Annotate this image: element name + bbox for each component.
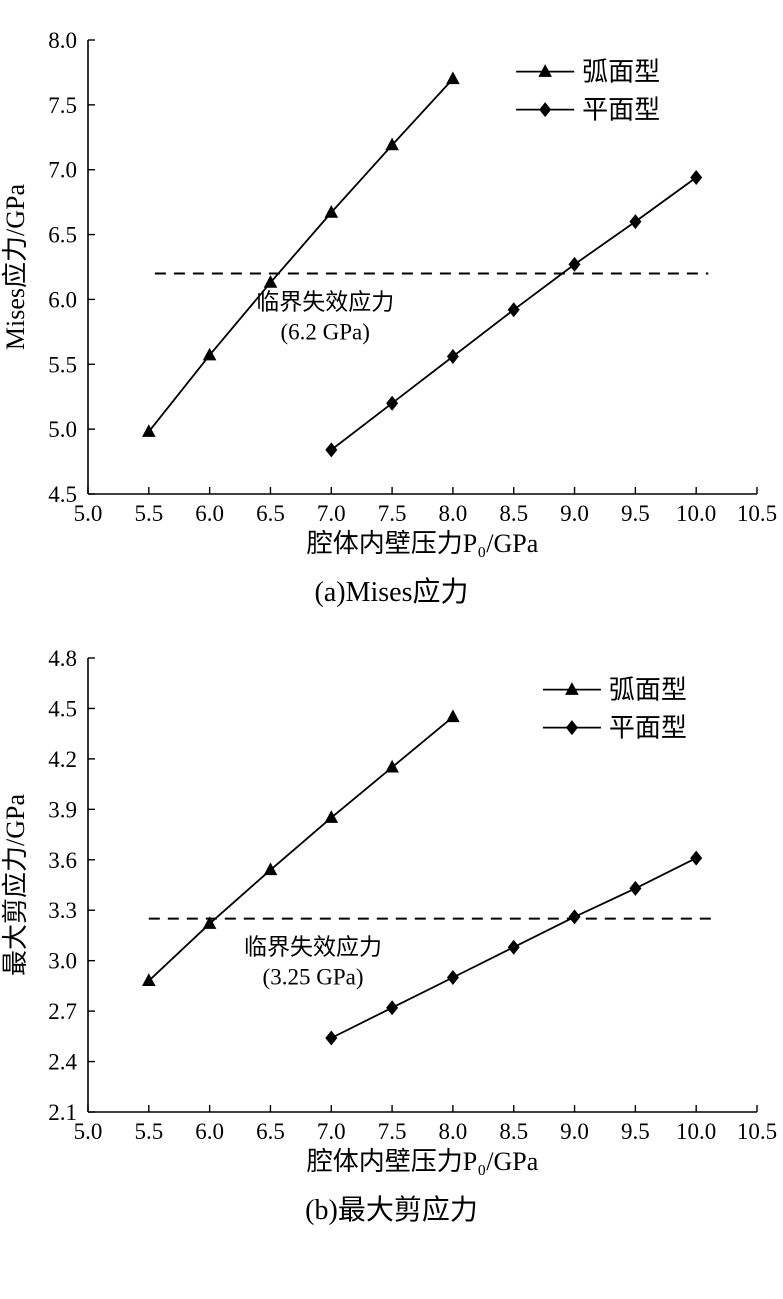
svg-text:5.5: 5.5 — [48, 352, 77, 377]
chart-b-caption: (b)最大剪应力 — [305, 1195, 478, 1226]
svg-text:9.5: 9.5 — [621, 501, 650, 526]
svg-text:6.0: 6.0 — [48, 287, 77, 312]
svg-text:4.8: 4.8 — [48, 646, 77, 671]
svg-text:Mises应力/GPa: Mises应力/GPa — [1, 183, 30, 350]
svg-text:8.5: 8.5 — [499, 1119, 528, 1144]
svg-text:3.9: 3.9 — [48, 797, 77, 822]
chart-a-canvas: 5.0 5.5 6.0 6.5 7.0 7.5 8.0 8.5 9.0 9.5 10.0 10.5 4.… — [1, 28, 777, 558]
svg-text:7.0: 7.0 — [48, 158, 77, 183]
svg-text:平面型: 平面型 — [609, 714, 687, 743]
svg-text:2.1: 2.1 — [48, 1100, 77, 1125]
svg-text:临界失效应力: 临界失效应力 — [244, 935, 382, 960]
svg-text:5.0: 5.0 — [74, 1119, 103, 1144]
svg-text:9.0: 9.0 — [560, 501, 589, 526]
svg-text:4.5: 4.5 — [48, 482, 77, 507]
svg-text:10.0: 10.0 — [676, 1119, 716, 1144]
svg-text:8.0: 8.0 — [48, 28, 77, 53]
svg-text:弧面型: 弧面型 — [582, 58, 660, 87]
svg-text:9.0: 9.0 — [560, 1119, 589, 1144]
svg-text:3.6: 3.6 — [48, 848, 77, 873]
chart-a-caption: (a)Mises应力 — [314, 577, 469, 608]
svg-text:临界失效应力: 临界失效应力 — [256, 289, 394, 314]
svg-text:10.5: 10.5 — [737, 1119, 777, 1144]
svg-text:8.0: 8.0 — [439, 501, 468, 526]
chart-b: 5.0 5.5 6.0 6.5 7.0 7.5 8.0 8.5 9.0 9.5 10.0 10.5 2.… — [0, 624, 783, 1234]
chart-a: 5.0 5.5 6.0 6.5 7.0 7.5 8.0 8.5 9.0 9.5 10.0 10.5 4.… — [0, 6, 783, 616]
svg-text:7.0: 7.0 — [317, 1119, 346, 1144]
svg-text:6.0: 6.0 — [195, 501, 224, 526]
svg-text:10.5: 10.5 — [737, 501, 777, 526]
svg-text:6.5: 6.5 — [256, 1119, 285, 1144]
svg-text:弧面型: 弧面型 — [609, 676, 687, 705]
svg-text:5.5: 5.5 — [134, 501, 163, 526]
svg-text:2.7: 2.7 — [48, 999, 77, 1024]
svg-text:5.5: 5.5 — [134, 1119, 163, 1144]
svg-text:7.5: 7.5 — [378, 501, 407, 526]
svg-text:5.0: 5.0 — [74, 501, 103, 526]
svg-text:7.5: 7.5 — [48, 93, 77, 118]
svg-text:4.2: 4.2 — [48, 747, 77, 772]
svg-text:(3.25 GPa): (3.25 GPa) — [263, 965, 364, 990]
svg-text:8.0: 8.0 — [439, 1119, 468, 1144]
svg-text:9.5: 9.5 — [621, 1119, 650, 1144]
svg-text:3.3: 3.3 — [48, 898, 77, 923]
svg-text:腔体内壁压力P₀/GPa: 腔体内壁压力P₀/GPa — [307, 529, 539, 558]
svg-text:6.0: 6.0 — [195, 1119, 224, 1144]
chart-b-canvas: 5.0 5.5 6.0 6.5 7.0 7.5 8.0 8.5 9.0 9.5 10.0 10.5 2.… — [1, 646, 777, 1176]
svg-text:最大剪应力/GPa: 最大剪应力/GPa — [1, 794, 30, 976]
svg-text:10.0: 10.0 — [676, 501, 716, 526]
svg-text:7.5: 7.5 — [378, 1119, 407, 1144]
svg-text:2.4: 2.4 — [48, 1050, 77, 1075]
svg-text:7.0: 7.0 — [317, 501, 346, 526]
svg-text:6.5: 6.5 — [256, 501, 285, 526]
svg-text:5.0: 5.0 — [48, 417, 77, 442]
svg-text:平面型: 平面型 — [582, 96, 660, 125]
svg-text:6.5: 6.5 — [48, 223, 77, 248]
svg-text:4.5: 4.5 — [48, 696, 77, 721]
svg-text:腔体内壁压力P₀/GPa: 腔体内壁压力P₀/GPa — [307, 1147, 539, 1176]
figure-stack: 5.0 5.5 6.0 6.5 7.0 7.5 8.0 8.5 9.0 9.5 10.0 10.5 4.… — [0, 6, 783, 1234]
svg-text:3.0: 3.0 — [48, 949, 77, 974]
svg-text:(6.2 GPa): (6.2 GPa) — [280, 319, 369, 344]
svg-text:8.5: 8.5 — [499, 501, 528, 526]
